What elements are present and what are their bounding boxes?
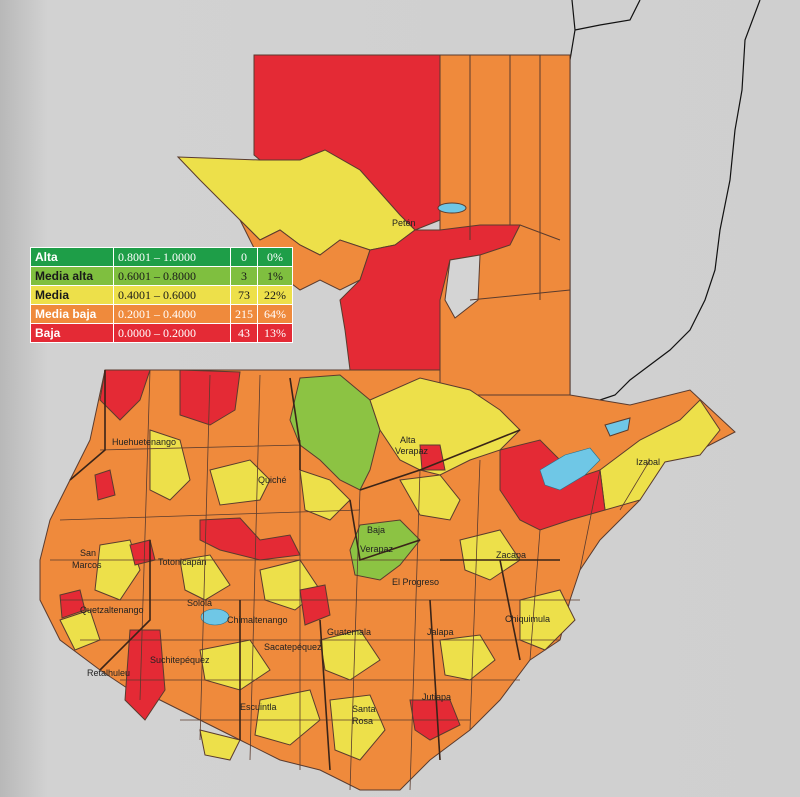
lake-izabal [539, 447, 601, 491]
legend-row: Media 0.4001 – 0.6000 73 22% [30, 285, 293, 305]
department-label-chiquimula: Chiquimula [505, 614, 551, 624]
department-label-alta-verapaz-1: Alta [400, 435, 416, 445]
municipality-area [59, 589, 86, 619]
municipality-border [469, 55, 571, 301]
legend-range: 0.2001 – 0.4000 [113, 304, 231, 324]
municipality-area [519, 589, 576, 651]
municipality-area [419, 444, 446, 471]
legend-count: 73 [230, 285, 258, 305]
legend-count: 43 [230, 323, 258, 343]
municipality-area [254, 689, 321, 746]
department-label-totonicapan: Totonicapán [158, 557, 207, 567]
department-label-san-marcos-1: San [80, 548, 97, 558]
municipality-area [149, 429, 191, 501]
municipality-area [179, 369, 241, 426]
legend-row: Alta 0.8001 – 1.0000 0 0% [30, 247, 293, 267]
lake [437, 202, 467, 214]
municipality-area [399, 474, 461, 521]
department-label-santa-rosa-2: Rosa [352, 716, 374, 726]
legend-count: 0 [230, 247, 258, 267]
municipality-area [209, 459, 271, 506]
department-label-sacatepequez: Sacatepéquez [264, 642, 322, 652]
department-label-zacapa: Zacapa [496, 550, 527, 560]
lake-atitlan [200, 608, 230, 626]
department-label-jutiapa: Jutiapa [422, 692, 452, 702]
municipality-area [299, 469, 351, 521]
municipality-area [599, 399, 721, 511]
municipality-area [444, 254, 481, 319]
municipality-area [99, 369, 151, 421]
department-label-peten: Petén [392, 218, 416, 228]
department-border [69, 370, 560, 771]
department-label-solola: Sololá [187, 598, 213, 608]
legend-class-label: Media alta [30, 266, 114, 286]
department-label-escuintla: Escuintla [240, 702, 277, 712]
municipality-area [94, 539, 141, 601]
municipality-area [124, 629, 166, 721]
legend-class-label: Baja [30, 323, 114, 343]
legend-range: 0.6001 – 0.8000 [113, 266, 231, 286]
peten-region [176, 54, 571, 396]
department-label-jalapa: Jalapa [427, 627, 454, 637]
legend-percent: 22% [257, 285, 293, 305]
legend-row: Baja 0.0000 – 0.2000 43 13% [30, 323, 293, 343]
department-label-alta-verapaz-2: Verapaz [395, 446, 429, 456]
municipality-area [329, 694, 386, 761]
legend-percent: 13% [257, 323, 293, 343]
municipality-area [94, 469, 116, 501]
department-label-guatemala: Guatemala [327, 627, 372, 637]
legend-percent: 0% [257, 247, 293, 267]
department-label-baja-verapaz-2: Verapaz [360, 544, 394, 554]
municipality-area [319, 629, 381, 681]
legend-percent: 64% [257, 304, 293, 324]
legend-count: 3 [230, 266, 258, 286]
department-label-huehuetenango: Huehuetenango [112, 437, 177, 447]
department-label-santa-rosa-1: Santa [352, 704, 376, 714]
department-label-quetzaltenango: Quetzaltenango [80, 605, 144, 615]
department-label-baja-verapaz-1: Baja [367, 525, 386, 535]
legend-range: 0.4001 – 0.6000 [113, 285, 231, 305]
legend-count: 215 [230, 304, 258, 324]
legend-row: Media baja 0.2001 – 0.4000 215 64% [30, 304, 293, 324]
legend-percent: 1% [257, 266, 293, 286]
department-label-quiche: Quiché [258, 475, 287, 485]
municipality-area [339, 224, 521, 371]
municipality-area [299, 584, 331, 626]
municipality-area [459, 529, 521, 581]
legend-range: 0.0000 – 0.2000 [113, 323, 231, 343]
map-legend: Alta 0.8001 – 1.0000 0 0% Media alta 0.6001 –… [30, 247, 293, 343]
lake [604, 417, 631, 437]
department-label-izabal: Izabal [636, 457, 661, 467]
department-label-chimaltenango: Chimaltenango [227, 615, 288, 625]
municipality-area [369, 377, 521, 476]
south-region [39, 369, 736, 791]
legend-class-label: Media baja [30, 304, 114, 324]
department-label-suchitepequez: Suchitepéquez [150, 655, 210, 665]
department-label-retalhuleu: Retalhuleu [87, 668, 131, 678]
legend-class-label: Media [30, 285, 114, 305]
municipality-area [129, 539, 156, 566]
legend-class-label: Alta [30, 247, 114, 267]
legend-row: Media alta 0.6001 – 0.8000 3 1% [30, 266, 293, 286]
municipality-border [50, 369, 651, 791]
municipality-area [349, 519, 421, 581]
department-label-el-progreso: El Progreso [392, 577, 440, 587]
legend-range: 0.8001 – 1.0000 [113, 247, 231, 267]
municipality-area [199, 729, 241, 761]
department-label-san-marcos-2: Marcos [72, 560, 102, 570]
